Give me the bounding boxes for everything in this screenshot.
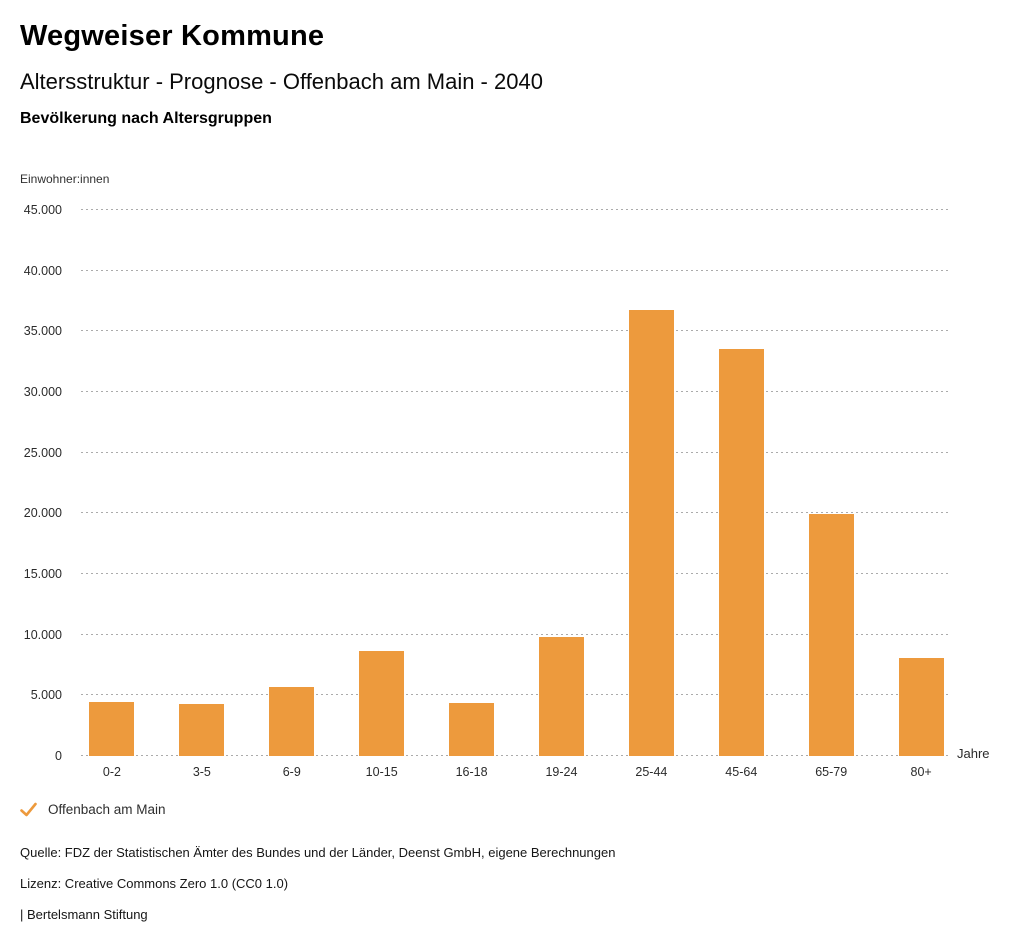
header: Wegweiser Kommune Altersstruktur - Progn… xyxy=(20,20,1004,129)
check-icon xyxy=(20,802,37,817)
plot-area xyxy=(67,209,966,756)
license-text: Lizenz: Creative Commons Zero 1.0 (CC0 1… xyxy=(20,876,289,891)
bar-slot xyxy=(876,210,966,756)
gridline xyxy=(81,512,951,514)
gridline xyxy=(81,330,951,332)
y-tick-label: 0 xyxy=(55,749,62,763)
y-tick-label: 45.000 xyxy=(23,203,62,217)
chart-subtitle: Bevölkerung nach Altersgruppen xyxy=(20,110,272,127)
y-tick-label: 10.000 xyxy=(23,627,62,642)
bar-10-15[interactable] xyxy=(359,650,405,756)
source-text: Quelle: FDZ der Statistischen Ämter des … xyxy=(20,845,616,860)
bar-slot xyxy=(427,210,517,756)
gridline xyxy=(81,573,951,574)
x-tick-label: 0-2 xyxy=(102,765,121,779)
gridline xyxy=(81,451,951,453)
x-tick-label: 3-5 xyxy=(192,765,211,779)
x-axis-unit-label: Jahre xyxy=(957,746,990,761)
x-tick-label: 6-9 xyxy=(282,765,301,779)
x-tick-label: 45-64 xyxy=(725,765,758,779)
x-tick-label: 65-79 xyxy=(815,765,848,779)
y-tick-label: 25.000 xyxy=(23,445,62,460)
bar-slot xyxy=(696,210,786,756)
bar-slot xyxy=(517,210,607,756)
bar-16-18[interactable] xyxy=(449,702,495,756)
x-tick-label: 16-18 xyxy=(455,765,488,779)
chart-title: Altersstruktur - Prognose - Offenbach am… xyxy=(20,69,543,94)
bar-3-5[interactable] xyxy=(179,704,225,756)
bar-0-2[interactable] xyxy=(89,701,135,756)
bar-25-44[interactable] xyxy=(628,309,674,756)
bar-slot xyxy=(786,210,876,756)
bar-slot xyxy=(337,210,427,756)
legend-item-offenbach[interactable]: Offenbach am Main xyxy=(20,802,166,817)
gridline xyxy=(81,633,951,635)
x-tick-label: 80+ xyxy=(910,765,932,779)
gridline xyxy=(81,694,951,696)
bar-slot xyxy=(247,210,337,756)
legend-label: Offenbach am Main xyxy=(48,802,166,817)
bar-65-79[interactable] xyxy=(808,513,854,756)
bar-19-24[interactable] xyxy=(538,637,584,756)
bars xyxy=(67,210,966,756)
y-tick-label: 20.000 xyxy=(23,506,62,521)
x-tick-label: 10-15 xyxy=(365,765,398,779)
gridline xyxy=(81,755,951,756)
bar-80+[interactable] xyxy=(898,658,944,756)
y-axis-unit-label: Einwohner:innen xyxy=(20,172,110,186)
gridline xyxy=(81,391,951,392)
y-tick-label: 40.000 xyxy=(23,263,62,278)
y-tick-label: 35.000 xyxy=(23,324,62,339)
gridlines xyxy=(67,209,966,756)
y-tick-label: 30.000 xyxy=(23,385,62,399)
bar-slot xyxy=(157,210,247,756)
x-tick-label: 25-44 xyxy=(635,765,668,779)
y-axis-labels: 0 5.000 10.000 15.000 20.000 25.000 30.000 35.0… xyxy=(0,203,62,763)
bar-slot xyxy=(67,210,157,756)
y-tick-label: 5.000 xyxy=(30,688,62,703)
app-title: Wegweiser Kommune xyxy=(20,20,325,52)
x-axis-labels: 0-2 3-5 6-9 10-15 16-18 19-24 25-44 45-64 65-79 8… xyxy=(67,765,966,779)
gridline xyxy=(81,269,951,271)
x-tick-label: 19-24 xyxy=(545,765,578,779)
bar-6-9[interactable] xyxy=(269,687,315,756)
bar-45-64[interactable] xyxy=(718,348,764,756)
gridline xyxy=(81,209,951,210)
bar-slot xyxy=(606,210,696,756)
attribution-text: | Bertelsmann Stiftung xyxy=(20,907,148,922)
y-tick-label: 15.000 xyxy=(23,567,62,581)
